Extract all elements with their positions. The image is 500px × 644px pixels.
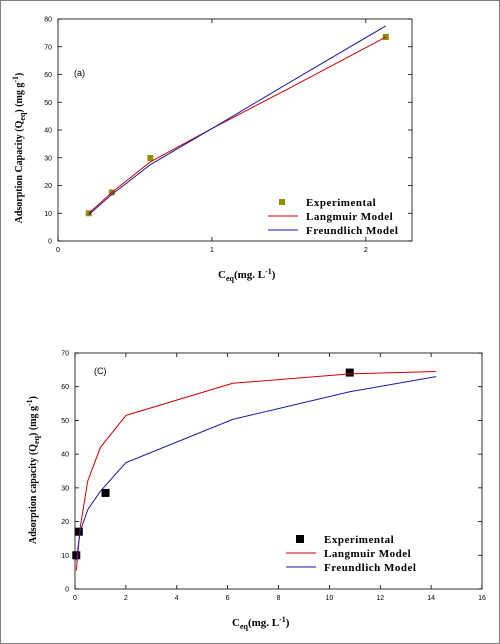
y-tick-label: 10 xyxy=(44,211,52,218)
y-tick-label: 50 xyxy=(61,418,69,425)
series-line-freundlich-model xyxy=(75,376,437,561)
plot-area xyxy=(74,352,483,590)
x-axis-title: Ceq(mg. L-1) xyxy=(218,267,276,283)
legend-marker xyxy=(296,535,304,543)
y-tick-label: 50 xyxy=(44,100,52,107)
chart-panel-2: 0 2 4 6 8 10 12 14 16 0 10 20 30 40 50 60 70 (C) Experimen… xyxy=(25,351,486,632)
series-line-freundlich-model xyxy=(88,25,387,215)
chart-panel-1: 0 1 201020304050607080(a)ExperimentalLangm… xyxy=(11,17,413,283)
data-point-experimental xyxy=(101,488,110,497)
x-tick-label: 6 xyxy=(226,595,230,602)
y-axis-title: Adsorption Capacity (Qeq) (mg g-1) xyxy=(11,73,27,224)
legend-label: Freundlich Model xyxy=(306,225,398,237)
y-tick-label: 10 xyxy=(61,553,69,560)
panel-label: (C) xyxy=(94,366,107,376)
y-axis-title: Adsorption capacity (Qeq) (mg g-1) xyxy=(25,396,41,544)
legend-label: Freundlich Model xyxy=(324,562,416,574)
data-point-experimental xyxy=(72,551,81,560)
data-point-experimental xyxy=(74,527,83,536)
x-tick-label: 2 xyxy=(124,595,128,602)
y-tick-label: 30 xyxy=(44,155,52,162)
x-axis-title: Ceq(mg. L-1) xyxy=(232,615,290,631)
x-tick-label: 12 xyxy=(376,595,384,602)
x-tick-label: 4 xyxy=(175,595,179,602)
legend-label: Experimental xyxy=(306,197,376,209)
y-tick-label: 40 xyxy=(61,452,69,459)
y-tick-label: 20 xyxy=(44,183,52,190)
y-tick-label: 40 xyxy=(44,128,52,135)
x-tick-label: 16 xyxy=(478,595,486,602)
data-point-experimental xyxy=(382,34,389,41)
series-line-langmuir-model xyxy=(75,371,437,571)
y-tick-label: 60 xyxy=(61,384,69,391)
x-tick-label: 0 xyxy=(73,595,77,602)
x-tick-label: 10 xyxy=(325,595,333,602)
x-tick-label: 0 xyxy=(56,247,60,254)
y-tick-label: 60 xyxy=(44,72,52,79)
legend-marker xyxy=(279,199,285,205)
y-tick-label: 0 xyxy=(65,587,69,594)
x-tick-label: 14 xyxy=(427,595,435,602)
y-tick-label: 70 xyxy=(61,351,69,358)
data-point-experimental xyxy=(147,155,154,162)
panel-label: (a) xyxy=(74,68,85,78)
x-tick-label: 1 xyxy=(210,247,214,254)
x-tick-label: 8 xyxy=(277,595,281,602)
legend: Experimental Langmuir Model Freundlich Mod… xyxy=(286,534,416,574)
y-tick-label: 0 xyxy=(48,239,52,246)
series-line-langmuir-model xyxy=(88,36,387,214)
y-tick-label: 80 xyxy=(44,17,52,24)
legend-label: Langmuir Model xyxy=(324,548,411,560)
y-tick-label: 20 xyxy=(61,519,69,526)
y-tick-label: 70 xyxy=(44,44,52,51)
legend-label: Langmuir Model xyxy=(306,211,393,223)
y-tick-label: 30 xyxy=(61,485,69,492)
x-tick-label: 2 xyxy=(364,247,368,254)
legend: Experimental Langmuir Model Freundlich Mod… xyxy=(268,197,398,237)
legend-label: Experimental xyxy=(324,534,394,546)
data-point-experimental xyxy=(345,368,354,377)
